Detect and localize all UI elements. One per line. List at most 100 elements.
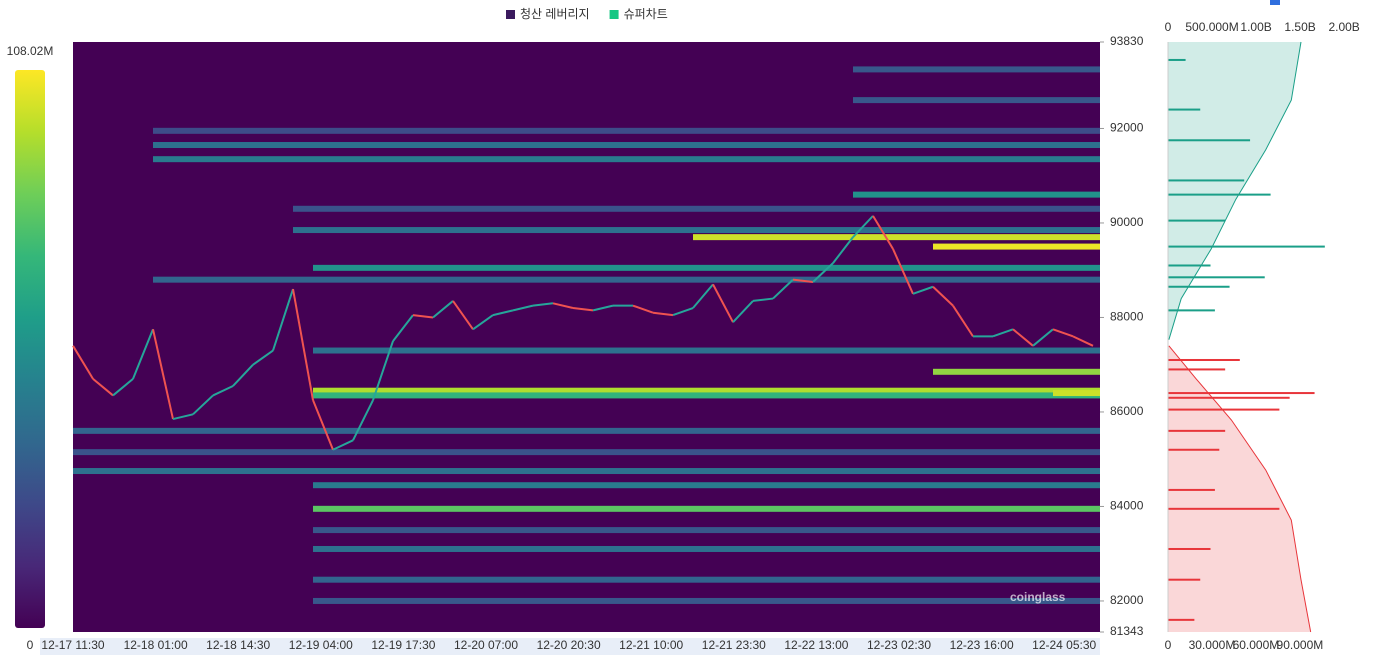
x-tick-label: 12-24 05:30 — [1032, 638, 1096, 652]
bottom-tick-label: 0 — [1165, 638, 1172, 652]
profile-bar — [1168, 618, 1195, 621]
price-segment — [592, 304, 614, 312]
price-segment — [172, 413, 194, 421]
price-segment — [212, 385, 234, 397]
price-segment — [852, 215, 874, 238]
colorbar-label: 108.02M — [7, 44, 54, 58]
price-segment — [752, 297, 774, 302]
profile-bar — [1168, 139, 1251, 142]
price-segment — [832, 236, 854, 264]
profile-bar — [1168, 285, 1230, 288]
price-segment — [512, 304, 534, 312]
y-tick-label: 92000 — [1110, 121, 1144, 135]
price-segment — [912, 285, 934, 295]
heat-band — [853, 66, 1100, 73]
profile-bar — [1168, 448, 1220, 451]
price-segment — [532, 302, 554, 307]
x-axis-strip — [40, 638, 1100, 655]
profile-bar — [1168, 507, 1280, 510]
price-segment — [112, 378, 134, 397]
colorbar — [15, 70, 45, 628]
profile-bar — [1168, 179, 1245, 182]
price-segment — [232, 364, 254, 387]
toolbar-icon — [1270, 0, 1280, 5]
heat-band — [933, 243, 1100, 250]
profile-bar — [1168, 309, 1215, 312]
price-segment — [772, 278, 794, 300]
price-segment — [932, 286, 954, 307]
profile-bar — [1168, 368, 1226, 371]
heat-band — [153, 156, 1100, 163]
heat-band — [153, 276, 1100, 283]
heat-band — [293, 227, 1100, 234]
price-segment — [652, 311, 674, 317]
price-segment — [1052, 328, 1074, 338]
price-segment — [152, 329, 174, 420]
profile-bar — [1168, 193, 1271, 196]
price-segment — [432, 300, 454, 319]
price-segment — [412, 314, 434, 319]
heat-band — [73, 427, 1100, 434]
profile-bar — [1168, 547, 1211, 550]
profile-bar — [1168, 58, 1186, 61]
price-segment — [452, 300, 474, 330]
x-tick-label: 12-18 14:30 — [206, 638, 270, 652]
cumulative-line — [1168, 41, 1302, 340]
profile-bar — [1168, 396, 1290, 399]
legend-label: 청산 레버리지 — [520, 7, 590, 21]
y-tick-label: 84000 — [1110, 499, 1144, 513]
heat-band — [313, 597, 1100, 604]
heat-band — [293, 205, 1100, 212]
heat-band — [73, 449, 1100, 456]
watermark: coinglass — [1010, 590, 1066, 604]
profile-bar — [1168, 358, 1240, 361]
heat-band — [313, 264, 1100, 271]
price-segment — [192, 394, 214, 416]
profile-bar — [1168, 578, 1201, 581]
price-segment — [472, 314, 494, 331]
heat-band — [313, 387, 1100, 394]
top-tick-label: 1.00B — [1240, 20, 1271, 34]
x-tick-label: 12-22 13:00 — [784, 638, 848, 652]
x-tick-label: 12-19 17:30 — [371, 638, 435, 652]
y-tick-label: 88000 — [1110, 310, 1144, 324]
top-tick-label: 500.000M — [1185, 20, 1238, 34]
x-tick-label: 12-21 10:00 — [619, 638, 683, 652]
heat-band — [313, 576, 1100, 583]
price-segment — [92, 378, 114, 397]
price-segment — [692, 283, 714, 309]
price-segment — [992, 328, 1014, 338]
cumulative-area — [1168, 345, 1311, 632]
price-segment — [792, 278, 814, 284]
legend-swatch — [609, 10, 619, 19]
price-segment — [272, 288, 294, 351]
x-tick-label: 12-23 16:00 — [950, 638, 1014, 652]
heat-band — [153, 142, 1100, 149]
profile-bar — [1168, 264, 1211, 267]
price-segment — [1072, 335, 1094, 347]
price-segment — [632, 304, 654, 314]
heat-band — [313, 482, 1100, 489]
profile-bar — [1168, 488, 1215, 491]
heat-band — [853, 191, 1100, 198]
heat-band — [1053, 390, 1100, 397]
heat-band — [853, 97, 1100, 104]
price-segment — [352, 399, 374, 441]
price-segment — [712, 283, 734, 323]
y-tick-label: 93830 — [1110, 34, 1144, 48]
y-tick-label: 90000 — [1110, 215, 1144, 229]
price-segment — [372, 340, 394, 401]
profile-bar — [1168, 276, 1265, 279]
heat-band — [313, 392, 1100, 399]
cumulative-area — [1168, 42, 1301, 340]
heat-band — [933, 368, 1100, 375]
heat-band — [73, 468, 1100, 475]
price-segment — [672, 307, 694, 317]
x-tick-label: 12-19 04:00 — [289, 638, 353, 652]
price-segment — [952, 305, 974, 337]
x-tick-label: 12-21 23:30 — [702, 638, 766, 652]
price-segment — [132, 328, 154, 380]
heat-band — [693, 234, 1100, 241]
heat-band — [313, 505, 1100, 512]
x-tick-label: 12-18 01:00 — [124, 638, 188, 652]
